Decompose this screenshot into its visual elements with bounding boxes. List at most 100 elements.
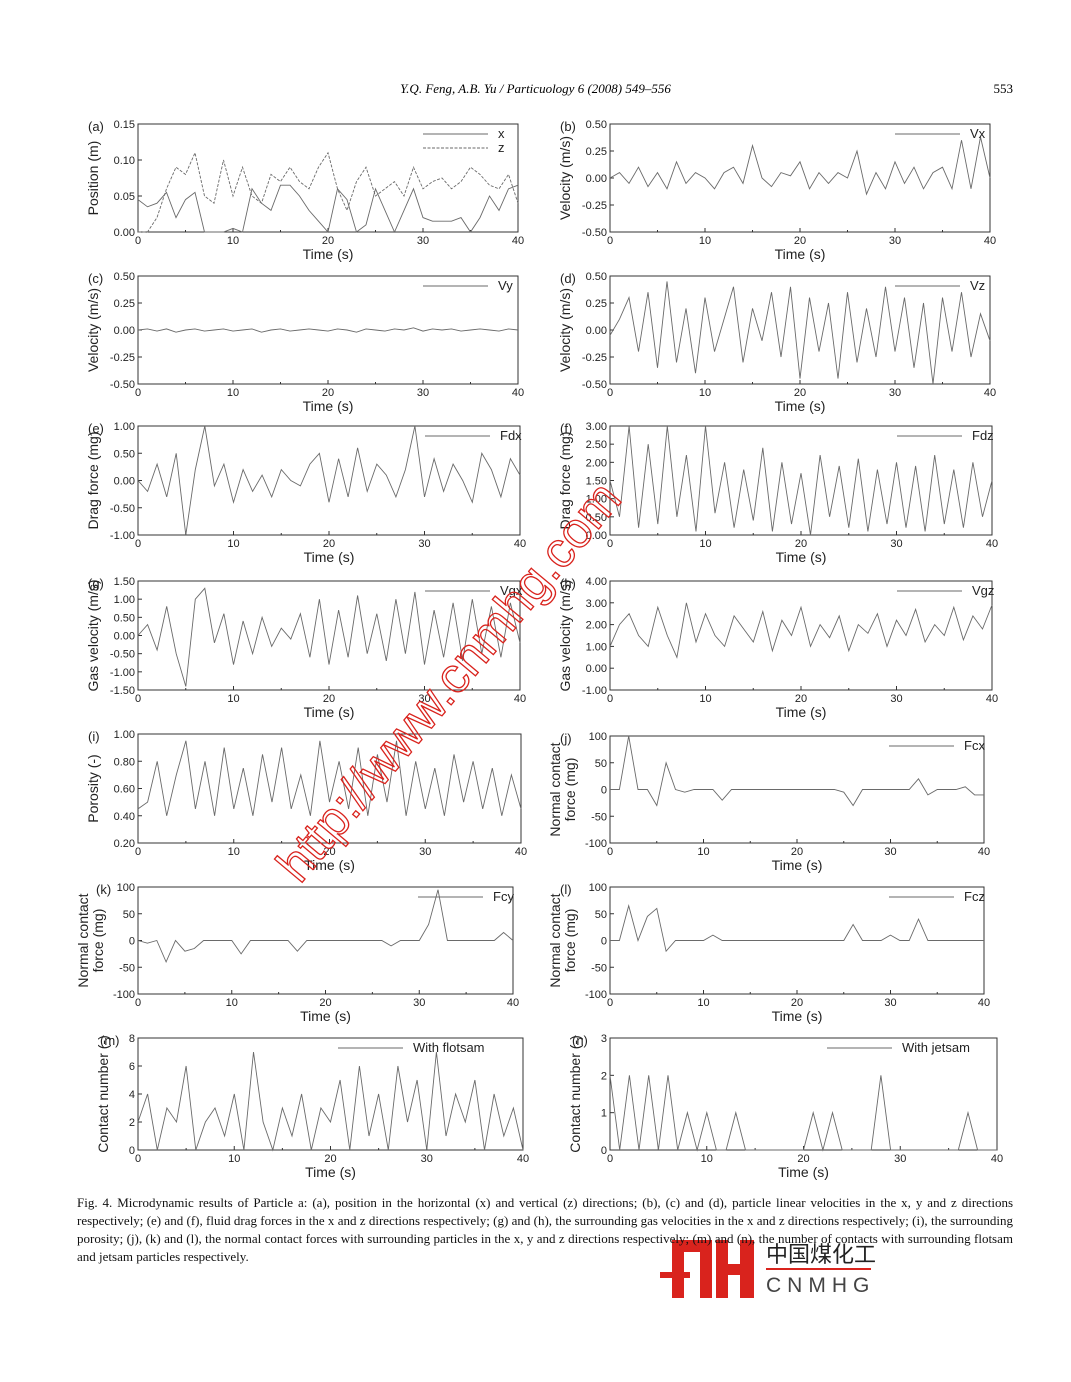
x-axis-label: Time (s) (775, 398, 826, 414)
y-tick-label: -1.00 (110, 667, 135, 679)
y-tick-label: 0 (129, 936, 135, 948)
x-tick-label: 30 (417, 387, 429, 399)
y-tick-label: 1.50 (586, 476, 607, 488)
chart-j: 0 10 20 30 40 -100 -50 0 50 100 Time (s) Normal con… (547, 731, 990, 873)
series-line-fcy (137, 889, 514, 964)
y-tick-label: 0 (601, 785, 607, 797)
x-tick-label: 10 (226, 997, 238, 1009)
y-tick-label: -50 (591, 811, 607, 823)
y-tick-label: 2 (601, 1070, 607, 1082)
legend-label: Fdx (500, 428, 522, 443)
x-tick-label: 30 (418, 693, 430, 705)
y-axis-label: Gas velocity (m/s) (557, 579, 573, 691)
y-tick-label: 0.00 (586, 663, 607, 675)
y-tick-label: 3 (601, 1033, 607, 1045)
x-tick-label: 20 (794, 387, 806, 399)
x-tick-label: 30 (889, 235, 901, 247)
series-line-vx (609, 136, 991, 196)
x-tick-label: 20 (324, 1153, 336, 1165)
x-tick-label: 40 (512, 235, 524, 247)
x-axis-label: Time (s) (304, 549, 355, 565)
x-tick-label: 0 (607, 1153, 613, 1165)
x-axis-label: Time (s) (772, 1008, 823, 1024)
y-tick-label: 1.00 (114, 421, 135, 433)
series-line-fdx (137, 425, 521, 536)
y-tick-label: 0.00 (114, 631, 135, 643)
series-line-vgz (609, 602, 993, 659)
logo-chinese-text: 中国煤化工 (766, 1242, 876, 1267)
x-tick-label: 20 (323, 846, 335, 858)
y-tick-label: 1 (601, 1108, 607, 1120)
x-tick-label: 20 (797, 1153, 809, 1165)
y-tick-label: 3.00 (586, 598, 607, 610)
panel-label: (n) (572, 1033, 588, 1048)
y-axis-label: force (mg) (562, 758, 578, 822)
y-tick-label: 0.80 (114, 756, 135, 768)
y-axis-label: Velocity (m/s) (557, 288, 573, 372)
y-axis-label: Contact number (-) (567, 1035, 583, 1152)
running-head: Y.Q. Feng, A.B. Yu / Particuology 6 (200… (400, 81, 671, 96)
y-tick-label: 3.00 (586, 421, 607, 433)
logo-shape (716, 1264, 754, 1275)
y-tick-label: -100 (113, 989, 135, 1001)
x-tick-label: 0 (607, 846, 613, 858)
y-tick-label: 0.00 (586, 325, 607, 337)
y-axis-label: Contact number (-) (95, 1035, 111, 1152)
logo-shape (660, 1272, 690, 1278)
legend-label: Vgx (500, 583, 523, 598)
x-axis-label: Time (s) (305, 1164, 356, 1180)
y-tick-label: 100 (117, 882, 135, 894)
series-line-fdz (609, 425, 993, 536)
y-tick-label: 1.00 (586, 494, 607, 506)
x-tick-label: 0 (135, 235, 141, 247)
y-tick-label: 8 (129, 1033, 135, 1045)
y-tick-label: 0 (601, 936, 607, 948)
legend-label: With flotsam (413, 1040, 485, 1055)
chart-d: 0 10 20 30 40 -0.50 -0.25 0.00 0.25 0.50 Time (s) V… (557, 271, 996, 414)
x-axis-label: Time (s) (775, 246, 826, 262)
x-tick-label: 30 (421, 1153, 433, 1165)
y-axis-label: Normal contact (75, 893, 91, 987)
x-tick-label: 20 (794, 235, 806, 247)
x-tick-label: 20 (322, 235, 334, 247)
y-tick-label: 2.00 (586, 457, 607, 469)
panel-label: (j) (560, 731, 572, 746)
y-tick-label: -0.50 (582, 379, 607, 391)
x-tick-label: 30 (413, 997, 425, 1009)
y-tick-label: -50 (119, 962, 135, 974)
y-tick-label: 0.00 (114, 227, 135, 239)
watermark: http://www.cnmhg.com (265, 470, 633, 893)
y-tick-label: -1.00 (110, 530, 135, 542)
x-tick-label: 0 (135, 846, 141, 858)
x-axis-label: Time (s) (303, 246, 354, 262)
series-line-vy (137, 327, 519, 333)
x-tick-label: 10 (697, 997, 709, 1009)
y-tick-label: 0 (129, 1145, 135, 1157)
y-tick-label: 0.25 (586, 146, 607, 158)
x-axis-label: Time (s) (778, 1164, 829, 1180)
x-tick-label: 40 (978, 997, 990, 1009)
panel-label: (b) (560, 119, 576, 134)
legend-label: Fcy (493, 889, 514, 904)
x-tick-label: 20 (795, 693, 807, 705)
chart-i: 0 10 20 30 40 0.20 0.40 0.60 0.80 1.00 Time (s) Por… (85, 729, 527, 873)
y-tick-label: 0 (601, 1145, 607, 1157)
x-tick-label: 10 (699, 235, 711, 247)
legend-label: Fcx (964, 738, 985, 753)
y-axis-label: Velocity (m/s) (85, 288, 101, 372)
x-axis-label: Time (s) (776, 704, 827, 720)
panel-label: (d) (560, 271, 576, 286)
x-tick-label: 0 (135, 387, 141, 399)
x-tick-label: 30 (884, 997, 896, 1009)
y-tick-label: 0.60 (114, 784, 135, 796)
y-axis-label: Drag force (mg) (557, 431, 573, 529)
x-tick-label: 40 (984, 387, 996, 399)
y-axis-label: force (mg) (90, 909, 106, 973)
x-tick-label: 0 (135, 538, 141, 550)
chart-a: 0 10 20 30 40 0.00 0.05 0.10 0.15 Time (s) Positio… (85, 119, 524, 262)
panel-label: (g) (88, 576, 104, 591)
y-tick-label: 4.00 (586, 576, 607, 588)
y-tick-label: -0.50 (110, 503, 135, 515)
panel-label: (l) (560, 882, 572, 897)
y-tick-label: 100 (589, 731, 607, 743)
